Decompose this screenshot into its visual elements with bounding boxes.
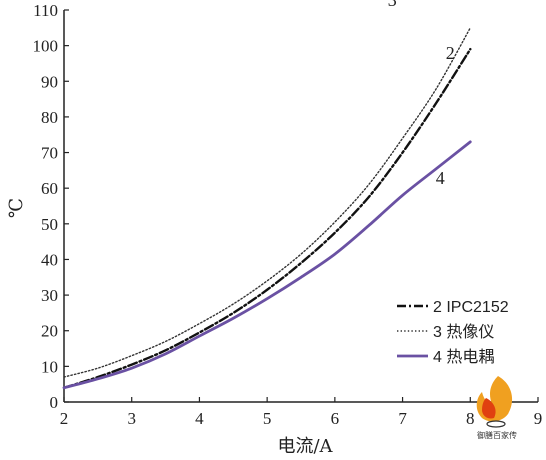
x-axis-title: 电流/A xyxy=(277,436,333,457)
curve-label-2: 2 xyxy=(446,43,455,63)
legend: 2 IPC2152 3 热像仪 4 热电耦 xyxy=(397,299,509,366)
watermark-text: 御膳百家传 xyxy=(477,430,517,440)
y-axis-title: ℃ xyxy=(6,198,27,218)
series-thermocouple-line xyxy=(62,140,472,390)
x-axis-ticks: 2 3 4 5 6 7 8 9 xyxy=(60,397,543,428)
y-axis-ticks: 0 10 20 30 40 50 60 70 80 90 100 110 xyxy=(33,1,69,412)
legend-label: 2 IPC2152 xyxy=(433,299,509,316)
bowl-icon xyxy=(486,420,506,428)
x-tick-label: 7 xyxy=(398,409,407,428)
x-tick-label: 2 xyxy=(60,409,69,428)
y-tick-label: 50 xyxy=(41,215,58,234)
x-tick-label: 5 xyxy=(263,409,272,428)
y-tick-label: 30 xyxy=(41,286,58,305)
x-tick-label: 8 xyxy=(466,409,475,428)
legend-item-ipc2152: 2 IPC2152 xyxy=(397,299,509,316)
x-tick-label: 4 xyxy=(195,409,204,428)
curve-label-3: 3 xyxy=(388,0,397,10)
plot-area: 2 3 4 5 6 7 8 9 0 10 20 30 40 50 60 70 80 90 100 110 3 2 4 xyxy=(33,0,543,428)
y-tick-label: 90 xyxy=(41,72,58,91)
x-tick-label: 6 xyxy=(331,409,340,428)
y-tick-label: 20 xyxy=(41,322,58,341)
legend-label: 3 热像仪 xyxy=(433,323,494,341)
legend-label: 4 热电耦 xyxy=(433,348,494,366)
y-tick-label: 80 xyxy=(41,108,58,127)
x-tick-label: 3 xyxy=(127,409,136,428)
series-ipc2152-line xyxy=(62,48,472,389)
watermark-logo: 御膳百家传 xyxy=(476,376,517,440)
series-lines xyxy=(62,27,472,390)
curve-labels: 3 2 4 xyxy=(388,0,455,188)
y-tick-label: 100 xyxy=(33,37,59,56)
legend-item-thermocouple: 4 热电耦 xyxy=(397,348,494,366)
y-tick-label: 0 xyxy=(50,393,59,412)
curve-label-4: 4 xyxy=(436,168,445,188)
y-tick-label: 60 xyxy=(41,179,58,198)
y-tick-label: 70 xyxy=(41,144,58,163)
y-tick-label: 110 xyxy=(33,1,58,20)
legend-item-thermal-camera: 3 热像仪 xyxy=(397,323,494,341)
y-tick-label: 40 xyxy=(41,250,58,269)
y-tick-label: 10 xyxy=(41,357,58,376)
x-tick-label: 9 xyxy=(534,409,543,428)
series-thermal-camera-line xyxy=(63,27,471,378)
flame-inner-icon xyxy=(482,398,496,419)
